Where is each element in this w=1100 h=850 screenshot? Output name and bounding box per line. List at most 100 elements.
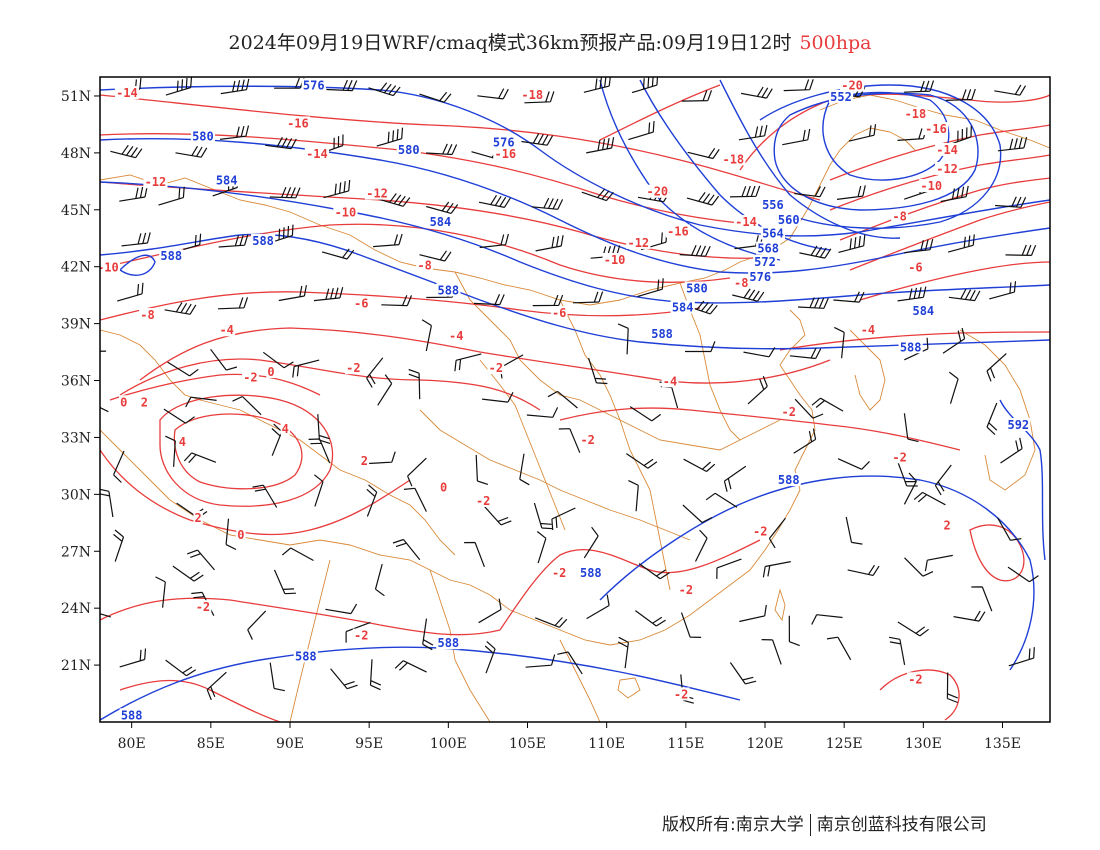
wind-barb	[269, 662, 285, 692]
wind-barb	[308, 438, 331, 464]
geopotential-label: 556	[762, 198, 784, 212]
wind-barb	[946, 672, 958, 704]
geopotential-label-bg	[748, 270, 773, 284]
contour-588-south	[599, 475, 1035, 671]
lon-tick-label: 115E	[667, 736, 704, 752]
boundary-provinces-d	[479, 359, 566, 531]
wind-barb	[989, 281, 1017, 300]
wind-barb	[419, 91, 452, 103]
contour-564	[719, 79, 901, 239]
geopotential-label: 588	[160, 249, 182, 263]
temperature-label: -14	[936, 143, 958, 157]
contour-588-small	[118, 254, 156, 276]
lat-tick-label: 51N	[61, 89, 91, 105]
wind-barb	[220, 78, 250, 95]
boundary-korea	[849, 329, 886, 411]
wind-barb	[407, 457, 427, 487]
wind-barb	[536, 531, 547, 564]
wind-barb	[694, 529, 708, 562]
temperature-label: -10	[97, 261, 119, 275]
wind-barb	[947, 234, 975, 253]
temperature-label: 0	[440, 481, 447, 495]
temperature-label-bg	[661, 374, 679, 388]
wind-barb	[110, 144, 143, 159]
geopotential-label: 580	[686, 281, 708, 295]
wind-barb	[897, 286, 927, 302]
wind-barb	[994, 84, 1027, 96]
wind-barb	[483, 505, 512, 526]
wind-barb	[683, 458, 716, 473]
geopotential-label-bg	[649, 327, 675, 340]
temperature-label: 2	[141, 395, 148, 409]
geopotential-label: 576	[303, 78, 325, 92]
wind-barb	[165, 435, 176, 467]
boundary-india	[100, 429, 331, 722]
lon-tick-label: 125E	[826, 736, 863, 752]
wind-barb	[732, 288, 765, 302]
temperature-label: -4	[449, 329, 463, 343]
temperature-label-bg	[100, 260, 121, 274]
wind-barb	[225, 518, 237, 551]
wind-barb	[172, 565, 204, 582]
temperature-label: -8	[140, 308, 154, 322]
temperature-label-bg	[333, 205, 358, 219]
wind-barb	[281, 547, 314, 562]
wind-barb	[826, 636, 852, 661]
wind-barb	[572, 291, 604, 304]
wind-barb	[535, 235, 564, 252]
temperature-labels: -14-16-14-12-12-10-10 -8-8-6-4 -4-2-2 00 244…	[97, 78, 960, 701]
wind-barb	[833, 291, 865, 303]
geopotential-label-bg	[250, 234, 276, 248]
wind-barb	[531, 197, 564, 210]
wind-barb	[408, 368, 421, 400]
boundary-provinces-e	[679, 282, 741, 441]
lon-tick-label: 90E	[276, 736, 304, 752]
temperature-label: -12	[627, 236, 649, 250]
wind-barb	[100, 350, 107, 352]
wind-barb	[1007, 566, 1039, 583]
boundary-tibet-south	[169, 499, 491, 596]
isotherm-4-tibet	[173, 413, 303, 490]
wind-barb	[794, 398, 824, 419]
geopotential-label: 584	[430, 215, 452, 229]
boundary-china-south	[489, 489, 801, 646]
wind-barb	[729, 662, 757, 685]
lon-tick-label: 110E	[588, 736, 625, 752]
wind-barb	[739, 604, 767, 623]
temperature-label-bg	[919, 179, 944, 193]
wind-barb	[323, 179, 351, 199]
wind-barb	[278, 285, 307, 302]
wind-barb	[729, 185, 761, 198]
wind-barb	[175, 145, 208, 158]
geopotential-label: 576	[749, 270, 771, 284]
wind-barb	[557, 651, 583, 675]
wind-barb	[378, 193, 411, 207]
isotherm-n18	[599, 84, 1050, 171]
latitude-axis: 21N 24N 27N 30N 33N 36N 39N 42N 45N 48N 51N	[61, 89, 100, 674]
wind-barb	[345, 621, 371, 643]
wind-barb	[940, 185, 969, 203]
temperature-label: -12	[145, 175, 167, 189]
temperature-label: -10	[335, 206, 357, 220]
wind-barb	[117, 282, 144, 302]
wind-barb	[217, 297, 249, 310]
boundary-hainan	[617, 677, 641, 699]
temperature-label-bg	[364, 186, 390, 200]
temperature-label-bg	[751, 524, 769, 538]
isotherm-0	[109, 373, 321, 401]
temperature-label: -12	[366, 187, 388, 201]
geopotential-label-bg	[428, 215, 453, 229]
temperature-label-bg	[677, 583, 695, 597]
wind-barb	[220, 125, 250, 140]
wind-barb	[330, 668, 358, 690]
temperature-label: -14	[116, 86, 138, 100]
temperature-contours	[100, 84, 1050, 722]
geopotential-label: 584	[216, 173, 238, 187]
temperature-label-bg	[177, 435, 188, 449]
title-main: 2024年09月19日WRF/cmaq模式36km预报产品:09月19日12时	[228, 32, 792, 54]
wind-barb	[761, 639, 782, 665]
wind-barb	[995, 196, 1027, 208]
temperature-label-bg	[304, 146, 330, 160]
temperature-label-bg	[550, 566, 568, 580]
